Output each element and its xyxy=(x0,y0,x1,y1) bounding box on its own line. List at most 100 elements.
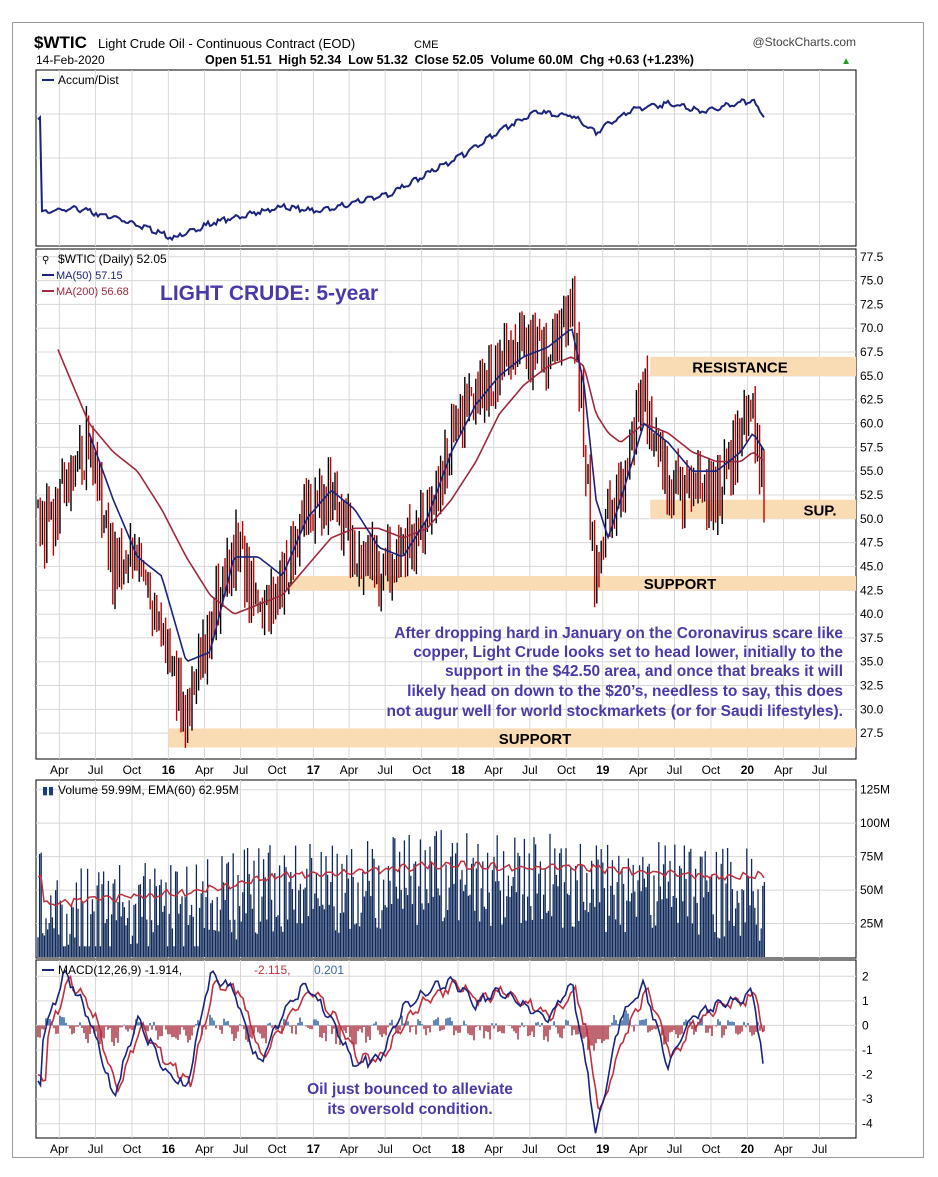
volume-y-tick-label: 125M xyxy=(860,783,890,797)
price-y-tick-label: 30.0 xyxy=(860,702,884,716)
price-band xyxy=(650,356,856,376)
price-x-tick-label: Apr xyxy=(340,763,359,777)
price-band xyxy=(168,728,857,748)
macd-line xyxy=(37,969,764,1134)
price-legend: $WTIC (Daily) 52.05 xyxy=(58,252,167,266)
volume-ema-line xyxy=(37,860,765,908)
price-x-tick-label: Apr xyxy=(50,763,69,777)
price-y-tick-label: 72.5 xyxy=(860,297,884,311)
macd-hist-legend: 0.201 xyxy=(314,963,344,977)
price-x-tick-label: Apr xyxy=(629,763,648,777)
annotation-line-2: copper, Light Crude looks set to head lo… xyxy=(413,644,843,661)
price-x-tick-label: Jul xyxy=(667,763,682,777)
volume-y-tick-label: 75M xyxy=(860,850,883,864)
price-x-tick-label: Apr xyxy=(195,763,214,777)
macd-y-tick-label: -3 xyxy=(862,1092,873,1106)
macd-y-tick-label: 0 xyxy=(862,1018,869,1032)
header-brand: @StockCharts.com xyxy=(752,35,856,49)
price-y-tick-label: 37.5 xyxy=(860,631,884,645)
macd-annotation-line-2: its oversold condition. xyxy=(327,1101,492,1118)
macd-x-tick-label: Apr xyxy=(484,1142,503,1156)
price-y-tick-label: 70.0 xyxy=(860,321,884,335)
price-x-tick-label: 20 xyxy=(741,763,755,777)
macd-x-tick-label: Oct xyxy=(412,1142,431,1156)
volume-legend: Volume 59.99M, EMA(60) 62.95M xyxy=(58,783,239,797)
price-x-tick-label: Jul xyxy=(377,763,392,777)
price-y-tick-label: 52.5 xyxy=(860,488,884,502)
annotation-line-3: support in the $42.50 area, and once tha… xyxy=(445,663,843,680)
price-band xyxy=(650,499,856,519)
header-chg-arrow: ▲ xyxy=(841,56,851,67)
volume-y-tick-label: 100M xyxy=(860,816,890,830)
price-x-tick-label: Oct xyxy=(268,763,287,777)
annotation-line-1: After dropping hard in January on the Co… xyxy=(394,625,843,642)
price-y-tick-label: 65.0 xyxy=(860,369,884,383)
volume-y-tick-label: 25M xyxy=(860,917,883,931)
price-y-tick-label: 40.0 xyxy=(860,607,884,621)
price-band-label: SUP. xyxy=(803,502,836,519)
price-band-label: SUPPORT xyxy=(499,731,572,748)
price-x-tick-label: 18 xyxy=(451,763,465,777)
macd-x-tick-label: Apr xyxy=(629,1142,648,1156)
price-x-tick-label: Oct xyxy=(702,763,721,777)
macd-x-tick-label: Jul xyxy=(233,1142,248,1156)
macd-x-tick-label: Jul xyxy=(812,1142,827,1156)
price-y-tick-label: 60.0 xyxy=(860,417,884,431)
accum-dist-line xyxy=(37,98,765,242)
price-y-tick-label: 35.0 xyxy=(860,655,884,669)
macd-x-tick-label: Oct xyxy=(123,1142,142,1156)
macd-y-tick-label: -2 xyxy=(862,1068,873,1082)
price-y-tick-label: 77.5 xyxy=(860,250,884,264)
annotation-line-4: likely head on down to the $20’s, needle… xyxy=(407,683,843,700)
accum-dist-legend: Accum/Dist xyxy=(58,73,119,87)
macd-y-tick-label: 1 xyxy=(862,994,869,1008)
price-y-tick-label: 32.5 xyxy=(860,679,884,693)
header-name: Light Crude Oil - Continuous Contract (E… xyxy=(98,36,355,51)
macd-x-tick-label: 20 xyxy=(741,1142,755,1156)
macd-x-tick-label: Jul xyxy=(667,1142,682,1156)
annotation-line-5: not augur well for world stockmarkets (o… xyxy=(387,703,843,720)
price-x-tick-label: Oct xyxy=(123,763,142,777)
header-date: 14-Feb-2020 xyxy=(36,53,105,67)
macd-x-tick-label: Apr xyxy=(195,1142,214,1156)
macd-legend: MACD(12,26,9) -1.914, xyxy=(58,963,182,977)
price-x-tick-label: Apr xyxy=(484,763,503,777)
price-annotation: After dropping hard in January on the Co… xyxy=(387,625,844,720)
price-y-tick-label: 27.5 xyxy=(860,726,884,740)
volume-y-tick-label: 50M xyxy=(860,883,883,897)
price-x-tick-label: 16 xyxy=(162,763,176,777)
price-y-tick-label: 57.5 xyxy=(860,440,884,454)
macd-signal-line xyxy=(37,974,764,1112)
price-title: LIGHT CRUDE: 5-year xyxy=(160,282,378,305)
price-x-tick-label: Jul xyxy=(812,763,827,777)
macd-x-tick-label: Apr xyxy=(340,1142,359,1156)
header-exchange: CME xyxy=(414,39,438,51)
header-ohlc: Open 51.51 High 52.34 Low 51.32 Close 52… xyxy=(205,53,694,67)
volume-legend-icon: ▮▮ xyxy=(42,785,54,797)
ma50-line xyxy=(88,328,765,662)
macd-x-tick-label: Jul xyxy=(522,1142,537,1156)
ma200-legend: MA(200) 56.68 xyxy=(56,286,129,298)
price-x-tick-label: Jul xyxy=(233,763,248,777)
macd-x-tick-label: Oct xyxy=(557,1142,576,1156)
macd-y-tick-label: 2 xyxy=(862,969,869,983)
price-x-tick-label: Oct xyxy=(557,763,576,777)
macd-x-tick-label: Jul xyxy=(377,1142,392,1156)
price-y-tick-label: 45.0 xyxy=(860,559,884,573)
price-band-label: SUPPORT xyxy=(644,576,717,593)
macd-x-tick-label: 18 xyxy=(451,1142,465,1156)
price-y-tick-label: 55.0 xyxy=(860,464,884,478)
price-y-tick-label: 42.5 xyxy=(860,583,884,597)
macd-annotation-line-1: Oil just bounced to alleviate xyxy=(307,1081,513,1098)
macd-x-tick-label: Jul xyxy=(88,1142,103,1156)
price-legend-icon: ⚲ xyxy=(42,255,49,266)
macd-x-tick-label: Apr xyxy=(774,1142,793,1156)
price-x-tick-label: Jul xyxy=(522,763,537,777)
price-x-tick-label: Apr xyxy=(774,763,793,777)
macd-signal-legend: -2.115, xyxy=(254,963,290,977)
macd-x-tick-label: Oct xyxy=(702,1142,721,1156)
price-y-tick-label: 67.5 xyxy=(860,345,884,359)
price-x-tick-label: Oct xyxy=(412,763,431,777)
price-x-tick-label: 19 xyxy=(596,763,610,777)
